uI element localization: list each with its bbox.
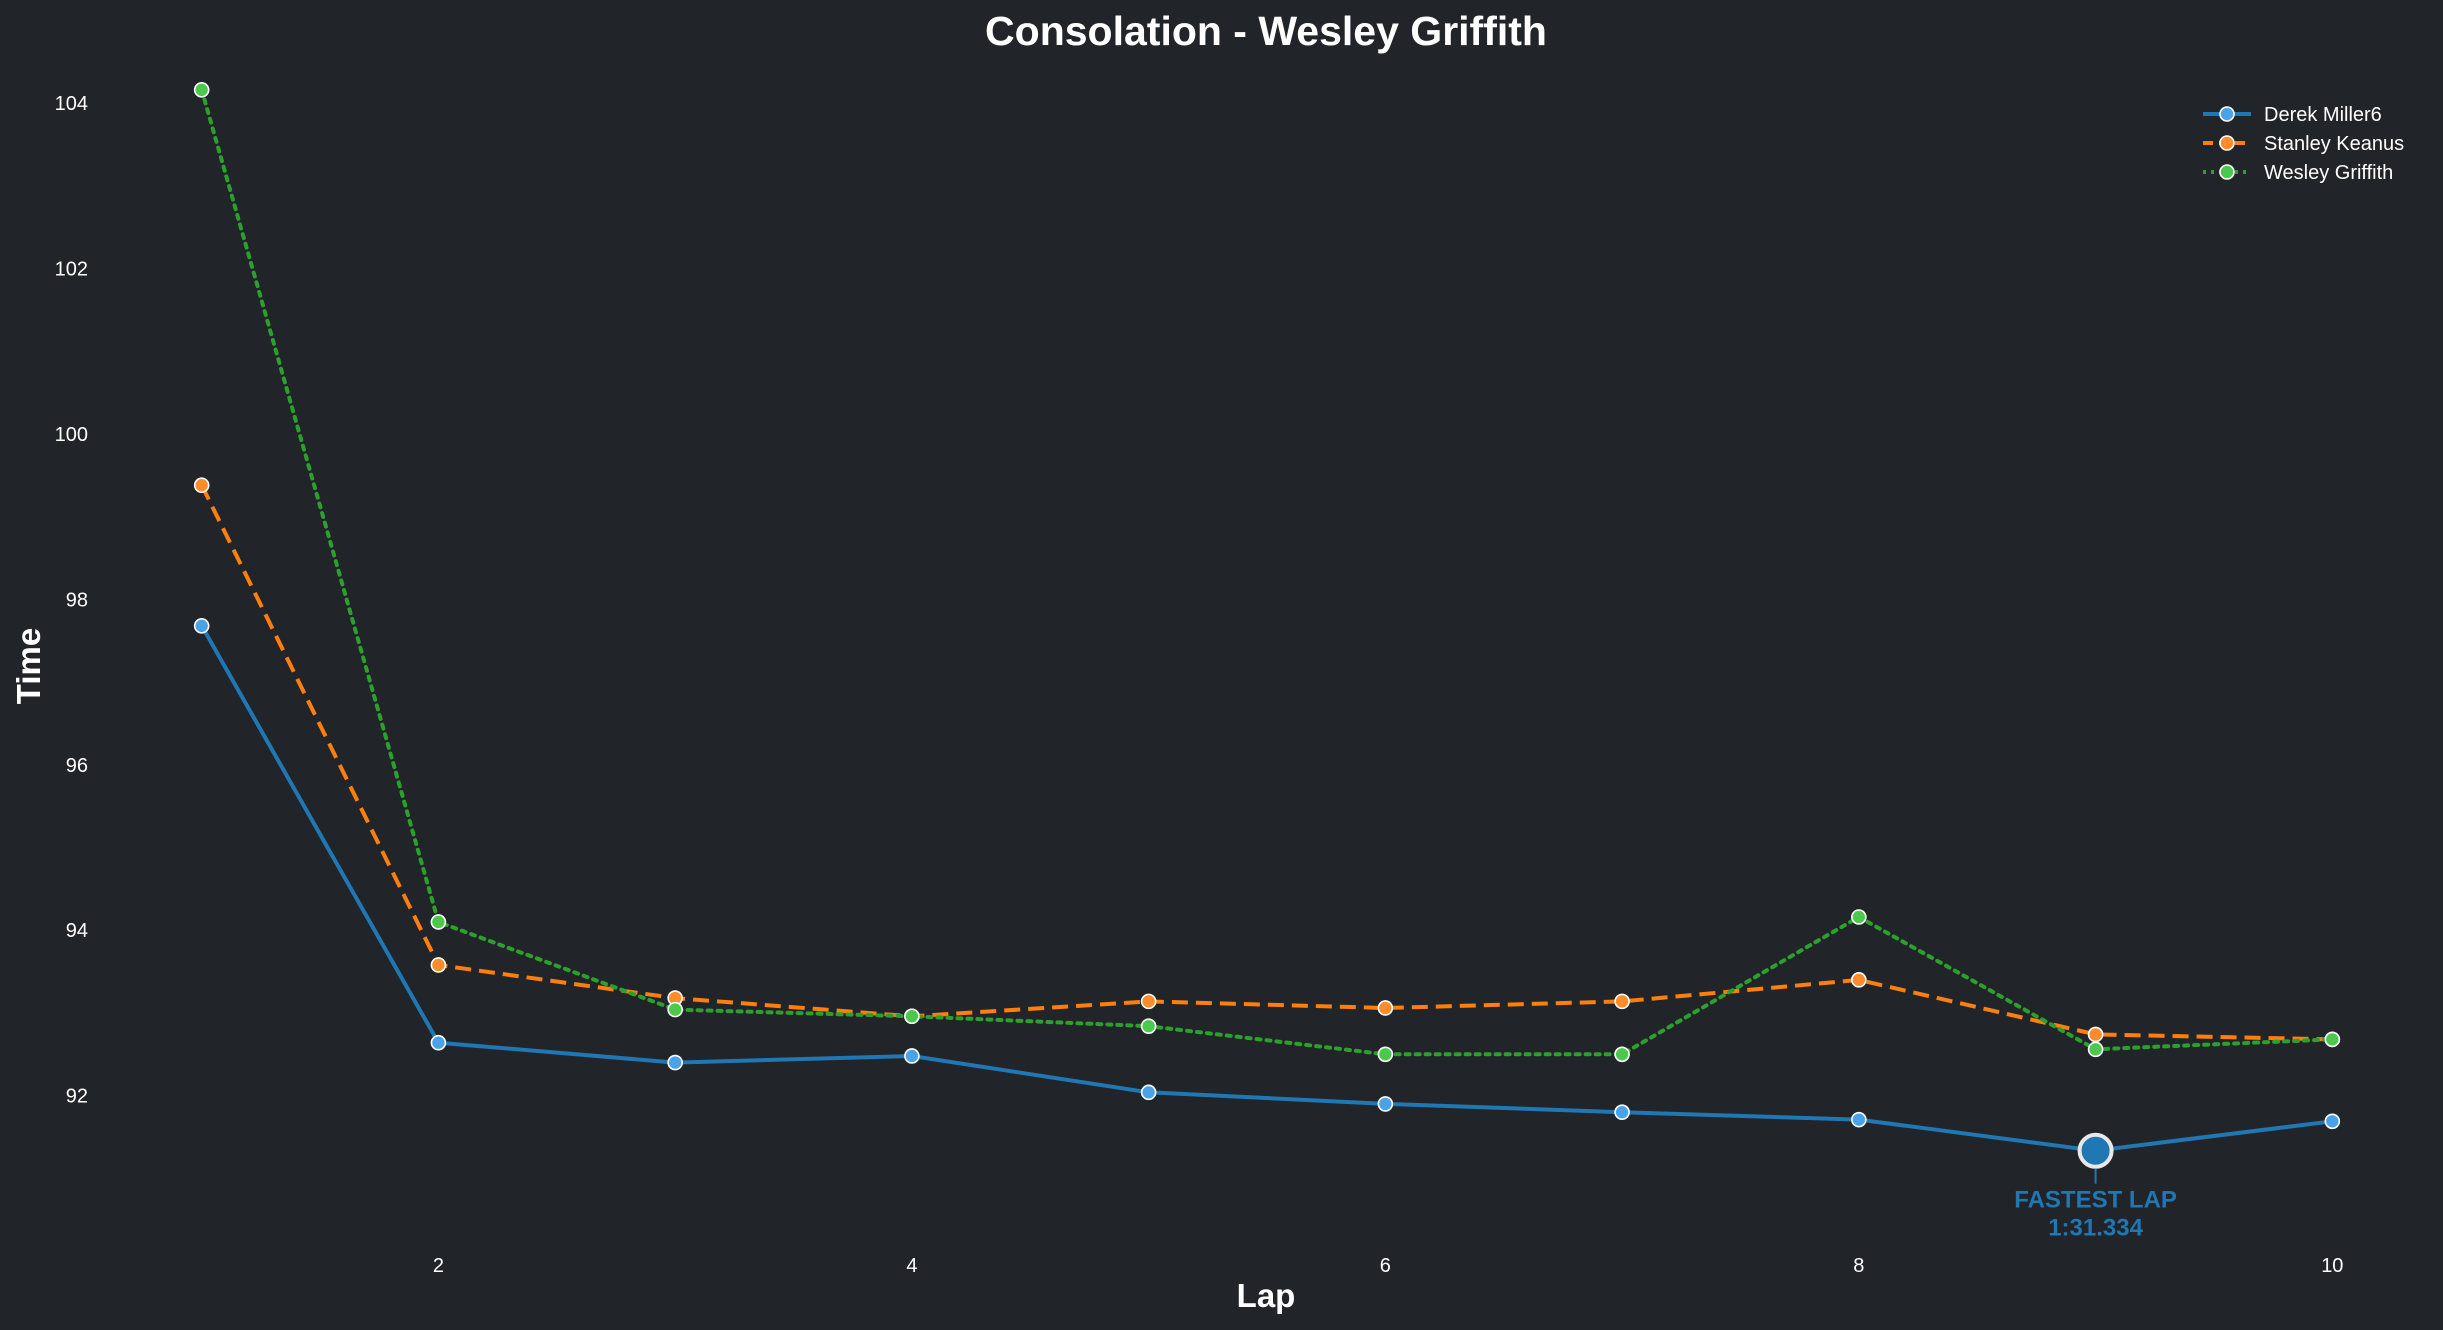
y-tick-label-100: 100 bbox=[55, 424, 88, 446]
legend-label-derek-miller6: Derek Miller6 bbox=[2264, 104, 2382, 126]
data-point-stanley-keanus-lap-8 bbox=[1851, 972, 1867, 988]
fastest-lap-time: 1:31.334 bbox=[2048, 1215, 2143, 1242]
x-axis-ticks: 2 4 6 8 10 bbox=[433, 1255, 2344, 1277]
legend-label-wesley-griffith: Wesley Griffith bbox=[2264, 162, 2393, 184]
series-line-derek-miller6 bbox=[199, 624, 2333, 1153]
data-point-wesley-griffith-lap-3 bbox=[667, 1001, 683, 1018]
data-point-derek-miller6-lap-6 bbox=[1377, 1096, 1394, 1112]
y-tick-label-96: 96 bbox=[66, 755, 88, 777]
data-point-stanley-keanus-lap-5 bbox=[1140, 993, 1157, 1010]
data-point-derek-miller6-lap-10 bbox=[2324, 1113, 2341, 1130]
legend-item-stanley-keanus: Stanley Keanus bbox=[2203, 133, 2404, 155]
series-line-stanley-keanus bbox=[199, 484, 2333, 1042]
data-point-wesley-griffith-lap-9 bbox=[2087, 1041, 2104, 1058]
fastest-lap-label: FASTEST LAP bbox=[2014, 1187, 2177, 1214]
series-layer bbox=[193, 82, 2341, 1159]
legend: Derek Miller6 Stanley Keanus Wesley Griffi… bbox=[2203, 104, 2404, 184]
legend-item-derek-miller6: Derek Miller6 bbox=[2203, 104, 2382, 126]
data-point-wesley-griffith-lap-1 bbox=[193, 82, 210, 98]
data-point-wesley-griffith-lap-10 bbox=[2324, 1031, 2341, 1048]
y-axis-label: Time bbox=[10, 628, 47, 704]
data-point-derek-miller6-lap-5 bbox=[1140, 1084, 1157, 1101]
legend-label-stanley-keanus: Stanley Keanus bbox=[2264, 133, 2404, 155]
fastest-lap-marker bbox=[2077, 1132, 2114, 1169]
data-point-wesley-griffith-lap-7 bbox=[1614, 1046, 1630, 1063]
legend-marker-derek-miller6 bbox=[2219, 106, 2235, 122]
data-point-derek-miller6-lap-7 bbox=[1614, 1104, 1630, 1120]
x-axis-label: Lap bbox=[1237, 1277, 1296, 1314]
y-axis-ticks: 92 94 96 98 100 102 104 bbox=[55, 93, 88, 1108]
y-tick-label-102: 102 bbox=[55, 259, 88, 281]
fastest-lap-annotation: FASTEST LAP 1:31.334 bbox=[2014, 1132, 2177, 1242]
data-point-wesley-griffith-lap-5 bbox=[1140, 1018, 1157, 1034]
data-point-stanley-keanus-lap-6 bbox=[1377, 1000, 1394, 1016]
data-point-stanley-keanus-lap-9 bbox=[2087, 1026, 2104, 1043]
data-point-stanley-keanus-lap-1 bbox=[193, 477, 210, 494]
data-point-derek-miller6-lap-1 bbox=[193, 618, 210, 634]
y-tick-label-94: 94 bbox=[66, 920, 88, 942]
x-tick-label-6: 6 bbox=[1380, 1255, 1391, 1277]
data-point-stanley-keanus-lap-2 bbox=[430, 957, 447, 973]
legend-marker-wesley-griffith bbox=[2219, 164, 2235, 180]
legend-item-wesley-griffith: Wesley Griffith bbox=[2203, 162, 2393, 184]
data-point-wesley-griffith-lap-6 bbox=[1377, 1046, 1394, 1063]
series-wesley-griffith bbox=[193, 82, 2341, 1063]
data-point-derek-miller6-lap-2 bbox=[430, 1034, 447, 1051]
x-tick-label-2: 2 bbox=[433, 1255, 444, 1277]
chart-title: Consolation - Wesley Griffith bbox=[985, 8, 1547, 54]
data-point-wesley-griffith-lap-8 bbox=[1851, 909, 1867, 925]
x-tick-label-8: 8 bbox=[1853, 1255, 1864, 1277]
data-point-derek-miller6-lap-3 bbox=[667, 1054, 683, 1071]
legend-marker-stanley-keanus bbox=[2219, 135, 2235, 151]
y-tick-label-98: 98 bbox=[66, 589, 88, 611]
data-point-derek-miller6-lap-8 bbox=[1851, 1111, 1867, 1128]
series-line-wesley-griffith bbox=[199, 87, 2335, 1057]
data-point-wesley-griffith-lap-2 bbox=[430, 914, 447, 930]
data-point-stanley-keanus-lap-7 bbox=[1614, 993, 1630, 1010]
data-point-derek-miller6-lap-4 bbox=[904, 1048, 920, 1064]
y-tick-label-92: 92 bbox=[66, 1086, 88, 1108]
y-tick-label-104: 104 bbox=[55, 93, 88, 115]
x-tick-label-10: 10 bbox=[2321, 1255, 2343, 1277]
x-tick-label-4: 4 bbox=[906, 1255, 917, 1277]
data-point-wesley-griffith-lap-4 bbox=[904, 1008, 920, 1025]
